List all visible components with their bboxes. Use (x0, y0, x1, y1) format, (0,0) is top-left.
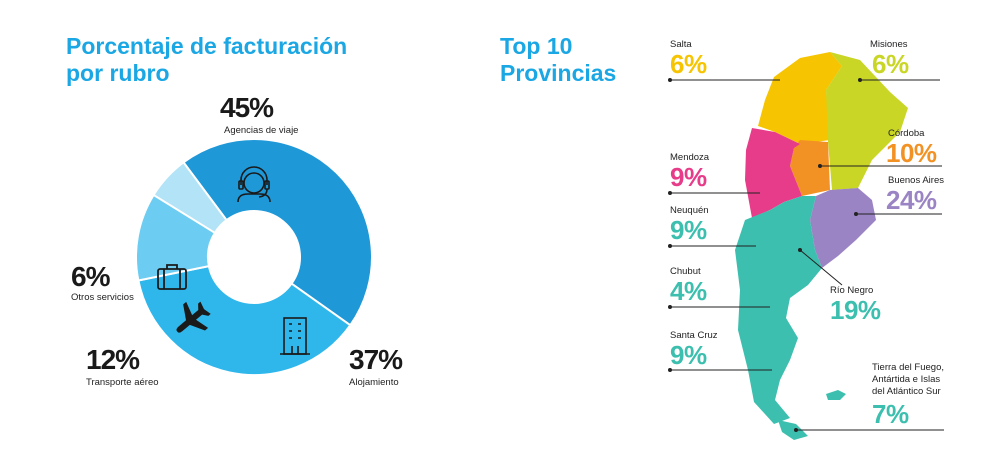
region-tierra-del-fuego (778, 420, 808, 440)
pct-transporte: 12% (86, 344, 140, 375)
argentina-map (735, 52, 908, 440)
leader-dot-tierra-del-fuego (794, 428, 798, 432)
prov-name-cordoba: Córdoba (888, 128, 925, 139)
map-chart-title: Top 10 Provincias (500, 33, 616, 87)
prov-name-mendoza: Mendoza (670, 152, 710, 163)
leader-dot-cordoba (818, 164, 822, 168)
prov-pct-cordoba: 10% (886, 138, 937, 168)
prov-pct-santa-cruz: 9% (670, 340, 707, 370)
prov-name-tierra-del-fuego: Tierra del Fuego, Antártida e Islas del … (872, 362, 944, 398)
prov-name-rio-negro: Río Negro (830, 285, 874, 296)
prov-pct-mendoza: 9% (670, 162, 707, 192)
donut-slice-otros-servicios (152, 160, 228, 235)
leader-lines (668, 78, 944, 432)
map-title-line2: Provincias (500, 60, 617, 86)
prov-name-salta: Salta (670, 39, 692, 50)
tdf-name-line1: Tierra del Fuego, (872, 362, 944, 373)
pct-otros: 6% (71, 261, 110, 292)
leader-dot-mendoza (668, 191, 672, 195)
leader-dot-chubut (668, 305, 672, 309)
prov-name-misiones: Misiones (870, 39, 908, 50)
pct-agencias: 45% (220, 92, 274, 123)
leader-dot-buenos-aires (854, 212, 858, 216)
prov-pct-salta: 6% (670, 49, 707, 79)
leader-line-rio-negro (799, 249, 843, 286)
leader-dot-santa-cruz (668, 368, 672, 372)
hotel-building-icon (280, 317, 310, 355)
prov-pct-buenos-aires: 24% (886, 185, 937, 215)
pct-alojamiento: 37% (349, 344, 403, 375)
prov-name-chubut: Chubut (670, 266, 701, 277)
prov-name-santa-cruz: Santa Cruz (670, 330, 718, 341)
prov-name-buenos-aires: Buenos Aires (888, 175, 944, 186)
prov-name-neuquen: Neuquén (670, 205, 709, 216)
donut-slices (135, 138, 373, 376)
donut-chart-title: Porcentaje de facturación por rubro (66, 33, 347, 87)
suitcase-icon (157, 264, 187, 290)
headset-agent-icon (237, 166, 271, 203)
leader-dot-salta (668, 78, 672, 82)
donut-title-line1: Porcentaje de facturación (66, 33, 348, 59)
region-patagonia (735, 196, 822, 424)
prov-pct-misiones: 6% (872, 49, 909, 79)
label-otros: Otros servicios (71, 292, 134, 303)
region-cuyo (745, 128, 802, 218)
region-north-east (826, 52, 908, 190)
tdf-name-line3: del Atlántico Sur (872, 386, 941, 397)
region-salta (784, 95, 812, 138)
airplane-icon (176, 301, 211, 333)
leader-dot-neuquen (668, 244, 672, 248)
leader-dot-misiones (858, 78, 862, 82)
region-cordoba (790, 140, 830, 196)
prov-pct-chubut: 4% (670, 276, 707, 306)
region-malvinas (826, 390, 846, 400)
prov-pct-tierra-del-fuego: 7% (872, 399, 909, 429)
donut-title-line2: por rubro (66, 60, 170, 86)
tdf-name-line2: Antártida e Islas (872, 374, 941, 385)
prov-pct-rio-negro: 19% (830, 295, 881, 325)
label-transporte: Transporte aéreo (86, 377, 159, 388)
map-title-line1: Top 10 (500, 33, 573, 59)
leader-dot-rio-negro (798, 248, 802, 252)
label-alojamiento: Alojamiento (349, 377, 399, 388)
donut-slice-agencias-de-viaje (182, 138, 373, 327)
region-buenos-aires (810, 188, 876, 268)
label-agencias: Agencias de viaje (224, 125, 299, 136)
prov-pct-neuquen: 9% (670, 215, 707, 245)
